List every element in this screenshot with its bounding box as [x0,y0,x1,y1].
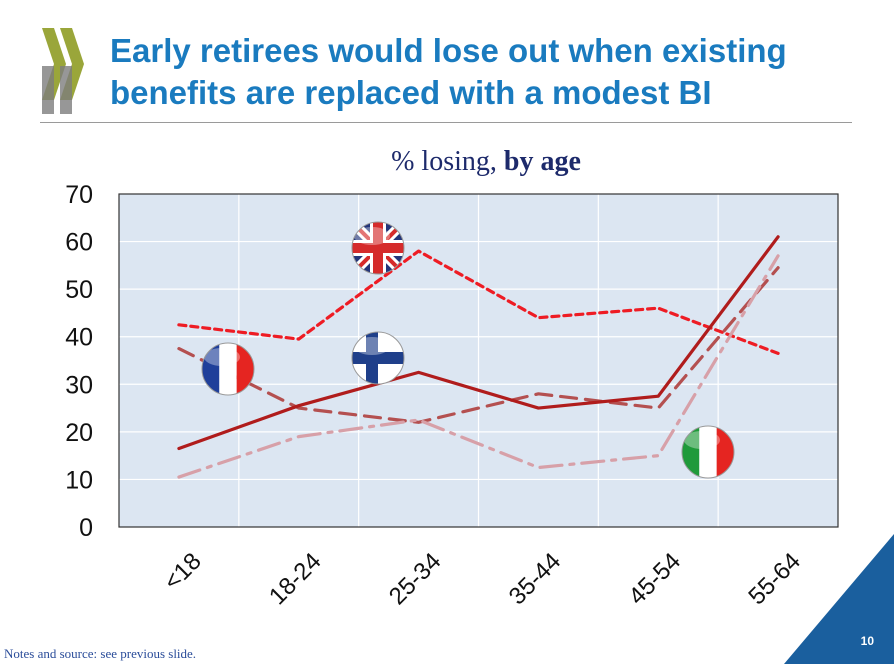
y-tick-label: 60 [65,229,93,257]
chart-title: % losing, by age [0,146,894,178]
y-tick-label: 70 [65,181,93,209]
chart-title-bold: by age [503,146,581,177]
x-tick-label: 18-24 [264,548,327,611]
y-tick-label: 20 [65,419,93,447]
source-notes: Notes and source: see previous slide. [4,646,197,661]
series-line-italy [177,254,780,479]
chart-title-plain: % losing, [391,146,497,177]
y-tick-label: 30 [65,371,93,399]
x-tick-label: 45-54 [624,548,687,611]
y-tick-label: 40 [65,324,93,352]
series-line-france [177,266,780,424]
france-flag-icon [201,342,255,396]
y-tick-label: 50 [65,276,93,304]
corner-triangle [784,534,894,664]
finland-flag-icon [351,331,405,385]
italy-flag-icon [681,425,735,479]
series-line-uk [177,249,780,355]
title-divider [40,122,852,123]
y-tick-label: 10 [65,466,93,494]
plot-border [118,193,839,528]
page-number: 10 [860,634,874,648]
oecd-chevrons-icon [42,28,84,114]
series-line-finland [177,235,780,451]
y-tick-label: 0 [79,514,93,542]
x-tick-label: 25-34 [384,548,447,611]
uk-flag-icon [351,221,405,275]
page-title: Early retirees would lose out when exist… [110,32,787,111]
x-tick-label: <18 [159,548,207,596]
x-tick-label: 35-44 [504,548,567,611]
